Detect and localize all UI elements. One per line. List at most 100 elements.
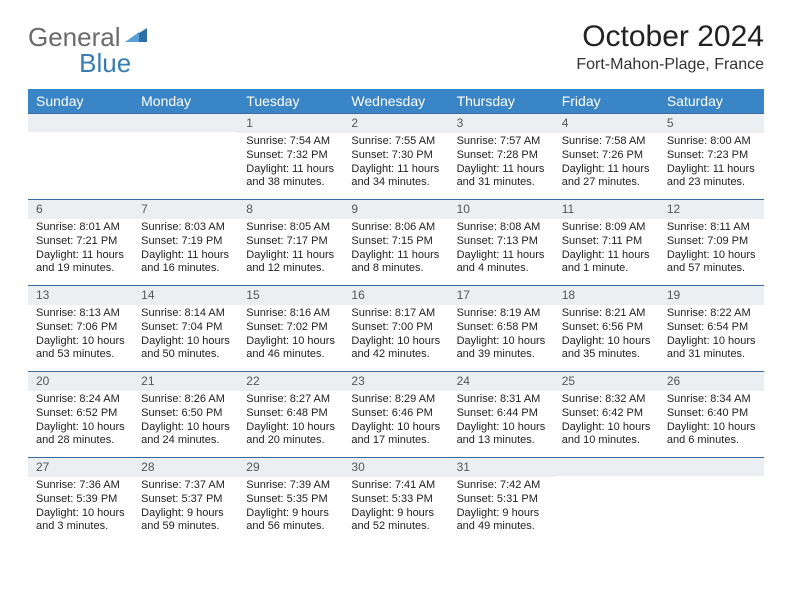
daylight-text: Daylight: 11 hours and 31 minutes. xyxy=(457,163,546,191)
sunrise-text: Sunrise: 7:41 AM xyxy=(351,479,440,493)
calendar-day-cell: 28Sunrise: 7:37 AMSunset: 5:37 PMDayligh… xyxy=(133,458,238,544)
daylight-text: Daylight: 11 hours and 19 minutes. xyxy=(36,249,125,277)
sunrise-text: Sunrise: 8:32 AM xyxy=(562,393,651,407)
daylight-text: Daylight: 9 hours and 49 minutes. xyxy=(457,507,546,535)
calendar-day-cell: 22Sunrise: 8:27 AMSunset: 6:48 PMDayligh… xyxy=(238,372,343,458)
sunset-text: Sunset: 6:56 PM xyxy=(562,321,651,335)
calendar-day-cell: 9Sunrise: 8:06 AMSunset: 7:15 PMDaylight… xyxy=(343,200,448,286)
day-number xyxy=(133,114,238,132)
day-number: 15 xyxy=(238,286,343,305)
sunrise-text: Sunrise: 8:24 AM xyxy=(36,393,125,407)
sunrise-text: Sunrise: 8:11 AM xyxy=(667,221,756,235)
daylight-text: Daylight: 11 hours and 27 minutes. xyxy=(562,163,651,191)
day-number: 3 xyxy=(449,114,554,133)
day-number: 13 xyxy=(28,286,133,305)
calendar-day-cell: 16Sunrise: 8:17 AMSunset: 7:00 PMDayligh… xyxy=(343,286,448,372)
calendar-table: Sunday Monday Tuesday Wednesday Thursday… xyxy=(28,89,764,544)
daylight-text: Daylight: 9 hours and 52 minutes. xyxy=(351,507,440,535)
calendar-week-row: 1Sunrise: 7:54 AMSunset: 7:32 PMDaylight… xyxy=(28,114,764,200)
sunset-text: Sunset: 5:31 PM xyxy=(457,493,546,507)
day-number: 5 xyxy=(659,114,764,133)
sunrise-text: Sunrise: 8:09 AM xyxy=(562,221,651,235)
calendar-day-cell: 1 Sunrise: 7:54 AMSunset: 7:32 PMDaylight… xyxy=(238,114,343,200)
location: Fort-Mahon-Plage, France xyxy=(576,56,764,74)
day-number: 8 xyxy=(238,200,343,219)
calendar-week-row: 6Sunrise: 8:01 AMSunset: 7:21 PMDaylight… xyxy=(28,200,764,286)
sunrise-text: Sunrise: 8:21 AM xyxy=(562,307,651,321)
daylight-text: Daylight: 11 hours and 8 minutes. xyxy=(351,249,440,277)
calendar-day-cell: 19Sunrise: 8:22 AMSunset: 6:54 PMDayligh… xyxy=(659,286,764,372)
sunrise-text: Sunrise: 7:54 AM xyxy=(246,135,335,149)
day-number: 14 xyxy=(133,286,238,305)
sunrise-text: Sunrise: 7:36 AM xyxy=(36,479,125,493)
daylight-text: Daylight: 10 hours and 46 minutes. xyxy=(246,335,335,363)
sunset-text: Sunset: 6:58 PM xyxy=(457,321,546,335)
sunset-text: Sunset: 7:26 PM xyxy=(562,149,651,163)
weekday-header: Saturday xyxy=(659,89,764,114)
day-number: 12 xyxy=(659,200,764,219)
sunrise-text: Sunrise: 8:26 AM xyxy=(141,393,230,407)
calendar-day-cell: 2Sunrise: 7:55 AMSunset: 7:30 PMDaylight… xyxy=(343,114,448,200)
calendar-day-cell: 30Sunrise: 7:41 AMSunset: 5:33 PMDayligh… xyxy=(343,458,448,544)
weekday-header: Monday xyxy=(133,89,238,114)
calendar-day-cell: 29Sunrise: 7:39 AMSunset: 5:35 PMDayligh… xyxy=(238,458,343,544)
month-title: October 2024 xyxy=(576,20,764,54)
sunset-text: Sunset: 6:48 PM xyxy=(246,407,335,421)
weekday-header: Thursday xyxy=(449,89,554,114)
logo-icon xyxy=(125,18,147,49)
daylight-text: Daylight: 11 hours and 34 minutes. xyxy=(351,163,440,191)
day-number: 30 xyxy=(343,458,448,477)
weekday-header: Friday xyxy=(554,89,659,114)
sunset-text: Sunset: 7:17 PM xyxy=(246,235,335,249)
calendar-day-cell xyxy=(659,458,764,544)
day-number xyxy=(28,114,133,132)
daylight-text: Daylight: 10 hours and 13 minutes. xyxy=(457,421,546,449)
day-number: 25 xyxy=(554,372,659,391)
daylight-text: Daylight: 11 hours and 23 minutes. xyxy=(667,163,756,191)
sunset-text: Sunset: 5:35 PM xyxy=(246,493,335,507)
daylight-text: Daylight: 11 hours and 1 minute. xyxy=(562,249,651,277)
day-number: 20 xyxy=(28,372,133,391)
day-number xyxy=(659,458,764,476)
sunset-text: Sunset: 7:32 PM xyxy=(246,149,335,163)
sunset-text: Sunset: 6:42 PM xyxy=(562,407,651,421)
sunrise-text: Sunrise: 7:55 AM xyxy=(351,135,440,149)
daylight-text: Daylight: 11 hours and 38 minutes. xyxy=(246,163,335,191)
sunrise-text: Sunrise: 8:16 AM xyxy=(246,307,335,321)
day-number: 2 xyxy=(343,114,448,133)
day-number: 7 xyxy=(133,200,238,219)
sunrise-text: Sunrise: 7:37 AM xyxy=(141,479,230,493)
day-number: 1 xyxy=(238,114,343,133)
sunset-text: Sunset: 6:54 PM xyxy=(667,321,756,335)
daylight-text: Daylight: 11 hours and 16 minutes. xyxy=(141,249,230,277)
sunset-text: Sunset: 7:28 PM xyxy=(457,149,546,163)
sunset-text: Sunset: 7:19 PM xyxy=(141,235,230,249)
sunset-text: Sunset: 6:46 PM xyxy=(351,407,440,421)
calendar-day-cell: 31Sunrise: 7:42 AMSunset: 5:31 PMDayligh… xyxy=(449,458,554,544)
sunset-text: Sunset: 7:00 PM xyxy=(351,321,440,335)
sunrise-text: Sunrise: 8:08 AM xyxy=(457,221,546,235)
daylight-text: Daylight: 10 hours and 3 minutes. xyxy=(36,507,125,535)
calendar-day-cell: 21 Sunrise: 8:26 AMSunset: 6:50 PMDayligh… xyxy=(133,372,238,458)
calendar-week-row: 13Sunrise: 8:13 AMSunset: 7:06 PMDayligh… xyxy=(28,286,764,372)
daylight-text: Daylight: 11 hours and 4 minutes. xyxy=(457,249,546,277)
sunset-text: Sunset: 6:50 PM xyxy=(141,407,230,421)
sunset-text: Sunset: 7:09 PM xyxy=(667,235,756,249)
daylight-text: Daylight: 10 hours and 57 minutes. xyxy=(667,249,756,277)
logo-text-blue: Blue xyxy=(79,48,131,79)
day-number: 21 xyxy=(133,372,238,391)
day-number: 29 xyxy=(238,458,343,477)
sunset-text: Sunset: 6:44 PM xyxy=(457,407,546,421)
sunset-text: Sunset: 7:13 PM xyxy=(457,235,546,249)
sunrise-text: Sunrise: 8:19 AM xyxy=(457,307,546,321)
calendar-day-cell: 26Sunrise: 8:34 AMSunset: 6:40 PMDayligh… xyxy=(659,372,764,458)
calendar-day-cell: 11Sunrise: 8:09 AMSunset: 7:11 PMDayligh… xyxy=(554,200,659,286)
weekday-header: Wednesday xyxy=(343,89,448,114)
daylight-text: Daylight: 9 hours and 56 minutes. xyxy=(246,507,335,535)
sunset-text: Sunset: 7:15 PM xyxy=(351,235,440,249)
daylight-text: Daylight: 10 hours and 24 minutes. xyxy=(141,421,230,449)
calendar-day-cell xyxy=(28,114,133,200)
sunrise-text: Sunrise: 8:06 AM xyxy=(351,221,440,235)
calendar-day-cell: 27Sunrise: 7:36 AMSunset: 5:39 PMDayligh… xyxy=(28,458,133,544)
sunset-text: Sunset: 6:52 PM xyxy=(36,407,125,421)
